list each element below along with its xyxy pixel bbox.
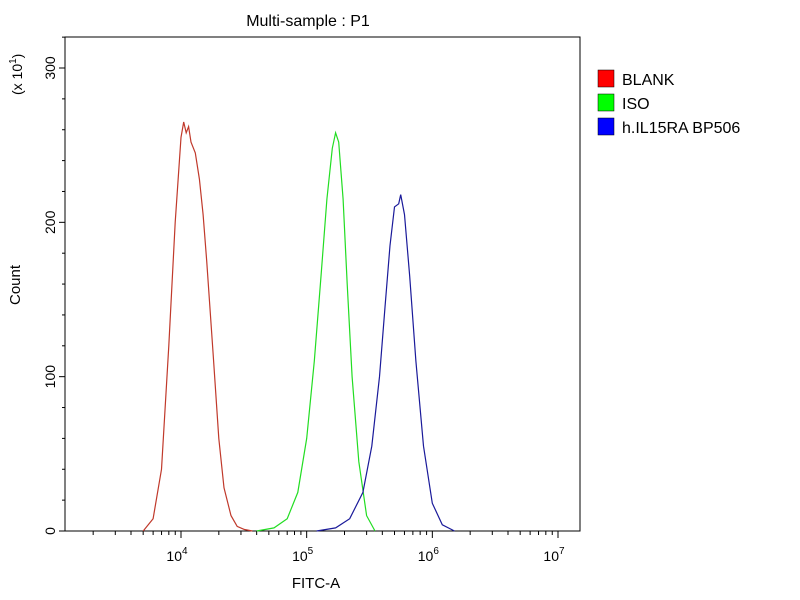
- y-tick-label: 0: [42, 527, 58, 535]
- x-tick-label: 104: [166, 546, 188, 564]
- y-multiplier-label: (x 10: [9, 64, 25, 95]
- x-axis-label: FITC-A: [292, 575, 340, 592]
- svg-text:(x 101): (x 101): [8, 54, 25, 95]
- legend-swatch-il15ra: [597, 117, 615, 136]
- y-multiplier-group: (x 101): [8, 54, 25, 95]
- y-axis-label: Count: [7, 264, 24, 305]
- y-tick-label: 200: [42, 210, 58, 234]
- histogram-series: [142, 121, 455, 532]
- series-line-2: [316, 194, 455, 532]
- chart-title: Multi-sample : P1: [246, 13, 370, 30]
- legend-label-iso: ISO: [622, 96, 650, 113]
- y-tick-label: 100: [42, 365, 58, 389]
- legend-label-il15ra: h.IL15RA BP506: [622, 120, 740, 137]
- series-line-1: [256, 130, 376, 532]
- axis-ticks: 0 100 200 300 104 105 106 107: [42, 36, 565, 564]
- x-tick-label: 107: [543, 546, 565, 564]
- legend-swatch-blank: [597, 69, 615, 88]
- plot-frame: [64, 36, 581, 532]
- y-multiplier-exp: 1: [8, 58, 19, 64]
- legend-swatch-iso: [597, 93, 615, 112]
- y-tick-label: 300: [42, 56, 58, 80]
- x-tick-label: 105: [292, 546, 314, 564]
- legend-label-blank: BLANK: [622, 72, 675, 89]
- legend: BLANK ISO h.IL15RA BP506: [597, 69, 740, 137]
- x-tick-label: 106: [418, 546, 440, 564]
- series-line-0: [142, 121, 253, 532]
